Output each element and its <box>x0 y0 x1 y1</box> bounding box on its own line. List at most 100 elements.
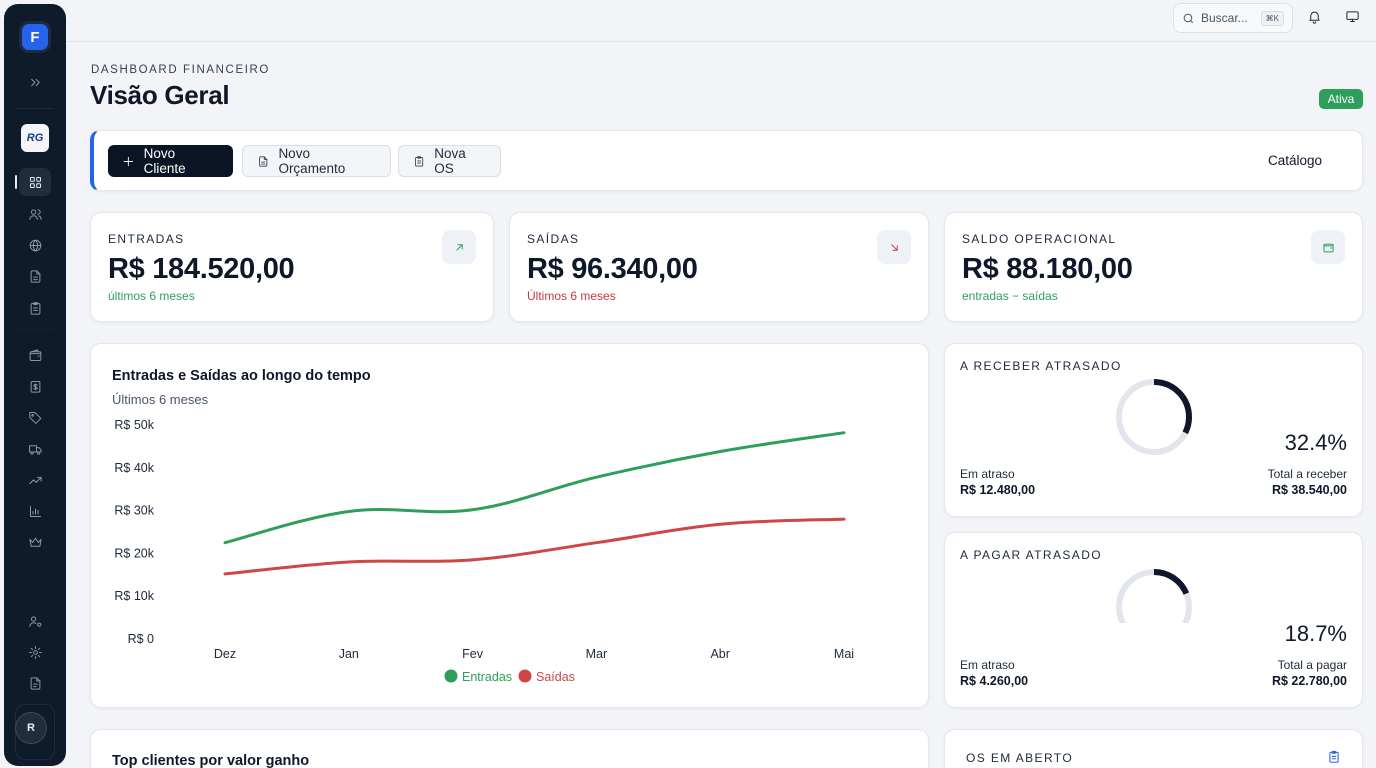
avatar[interactable]: R <box>15 712 47 744</box>
legend-item[interactable]: Saídas <box>518 669 575 685</box>
receivable-overdue-label: Em atraso <box>960 467 1015 481</box>
sidebar-item-premium[interactable] <box>19 528 51 556</box>
status-badge: Ativa <box>1319 89 1363 109</box>
open-os-card: OS EM ABERTO <box>944 729 1363 768</box>
stat-value: R$ 96.340,00 <box>527 253 698 285</box>
y-tick-label: R$ 20k <box>114 546 154 560</box>
plus-icon <box>123 156 134 166</box>
top-clients-card: Top clientes por valor ganho <box>90 729 929 768</box>
user-cog-icon <box>28 615 41 627</box>
legend-swatch <box>518 669 532 683</box>
search-input[interactable]: Buscar... ⌘K <box>1173 3 1293 33</box>
sidebar-item-wallet[interactable] <box>19 341 51 369</box>
y-tick-label: R$ 40k <box>114 461 154 475</box>
wallet-icon <box>1311 230 1345 264</box>
sidebar-item-delivery[interactable] <box>19 435 51 463</box>
search-placeholder: Buscar... <box>1201 11 1248 25</box>
receivable-label: A RECEBER ATRASADO <box>960 359 1122 373</box>
crown-icon <box>28 537 42 547</box>
stat-subtitle: entradas − saídas <box>962 289 1058 303</box>
series-line-saidas <box>223 517 846 576</box>
file-icon <box>30 269 40 283</box>
new-quote-button[interactable]: Novo Orçamento <box>242 145 391 177</box>
new-client-label: Novo Cliente <box>143 146 186 176</box>
stat-value: R$ 184.520,00 <box>108 253 295 285</box>
stat-card-saldo: SALDO OPERACIONAL R$ 88.180,00 entradas … <box>944 212 1363 322</box>
y-tick-label: R$ 10k <box>114 589 154 603</box>
expand-sidebar-button[interactable] <box>19 68 51 96</box>
avatar-initial: R <box>27 722 35 734</box>
income-expense-chart-card: Entradas e Saídas ao longo do tempo Últi… <box>90 343 929 708</box>
legend-label: Entradas <box>462 670 512 684</box>
app-logo-letter: F <box>30 28 40 46</box>
sidebar-item-dashboard[interactable] <box>19 168 51 196</box>
payable-label: A PAGAR ATRASADO <box>960 548 1102 562</box>
sidebar: F RG <box>4 4 66 766</box>
stat-label: SALDO OPERACIONAL <box>962 232 1117 246</box>
receivable-overdue-value: R$ 12.480,00 <box>960 483 1036 497</box>
display-button[interactable] <box>1345 9 1361 25</box>
company-logo[interactable]: RG <box>21 124 49 152</box>
x-tick-label: Jan <box>339 647 359 661</box>
payable-overdue-card: A PAGAR ATRASADO 18.7% Em atraso R$ 4.26… <box>944 532 1363 708</box>
legend-swatch <box>444 669 458 683</box>
stat-label: ENTRADAS <box>108 232 185 246</box>
sidebar-item-docs[interactable] <box>19 669 51 697</box>
sidebar-item-reports[interactable] <box>19 497 51 525</box>
line-chart: R$ 0 R$ 10k R$ 20k R$ 30k R$ 40k R$ 50k Dez Jan… <box>114 418 854 685</box>
page-eyebrow: DASHBOARD FINANCEIRO <box>91 64 270 76</box>
arrow-down-right-icon <box>877 230 911 264</box>
receivable-percent: 32.4% <box>1284 430 1347 455</box>
bar-chart-icon <box>29 505 41 517</box>
payable-total-value: R$ 22.780,00 <box>1271 674 1347 688</box>
receivable-donut <box>1116 379 1192 455</box>
sidebar-item-trending[interactable] <box>19 466 51 494</box>
y-tick-label: R$ 30k <box>114 504 154 518</box>
document-icon <box>30 676 40 690</box>
sidebar-item-money[interactable] <box>19 372 51 400</box>
app-logo[interactable]: F <box>22 24 48 50</box>
topbar: Buscar... ⌘K <box>66 0 1376 42</box>
x-tick-label: Mar <box>586 647 608 661</box>
stat-subtitle: Últimos 6 meses <box>527 289 616 303</box>
donut-progress <box>1116 569 1192 623</box>
chevrons-right-icon <box>30 78 40 86</box>
donut-progress <box>1116 379 1192 455</box>
active-indicator <box>15 175 17 189</box>
payable-donut <box>1116 569 1192 623</box>
notifications-button[interactable] <box>1307 9 1323 25</box>
clipboard-icon <box>1329 750 1339 763</box>
sidebar-item-tags[interactable] <box>19 403 51 431</box>
truck-icon <box>28 444 42 455</box>
sidebar-item-globe[interactable] <box>19 231 51 259</box>
new-quote-label: Novo Orçamento <box>278 146 346 176</box>
company-logo-text: RG <box>26 132 44 144</box>
y-tick-label: R$ 0 <box>128 632 154 646</box>
series-line-entradas <box>223 431 846 545</box>
receivable-total-label: Total a receber <box>1267 467 1347 481</box>
sidebar-item-user-settings[interactable] <box>19 607 51 635</box>
tag-icon <box>28 411 41 424</box>
sidebar-divider <box>16 108 54 109</box>
file-icon <box>259 155 268 167</box>
payable-overdue-value: R$ 4.260,00 <box>960 674 1029 688</box>
grid-icon <box>29 176 41 188</box>
sidebar-item-documents[interactable] <box>19 262 51 290</box>
x-tick-label: Dez <box>214 647 236 661</box>
new-os-label: Nova OS <box>434 146 466 176</box>
stat-card-entradas: ENTRADAS R$ 184.520,00 últimos 6 meses <box>90 212 494 322</box>
sidebar-item-clients[interactable] <box>19 200 51 228</box>
sidebar-item-clipboard[interactable] <box>19 294 51 322</box>
clipboard-icon <box>415 155 424 167</box>
search-icon <box>1183 13 1194 23</box>
legend-label: Saídas <box>536 670 575 684</box>
bell-icon <box>1309 11 1320 24</box>
catalog-link[interactable]: Catálogo <box>1267 153 1322 168</box>
receivable-overdue-card: A RECEBER ATRASADO 32.4% Em atraso R$ 12… <box>944 343 1363 517</box>
payable-percent: 18.7% <box>1284 621 1347 646</box>
new-os-button[interactable]: Nova OS <box>398 145 501 177</box>
sidebar-item-settings[interactable] <box>19 638 51 666</box>
legend-item[interactable]: Entradas <box>444 669 513 685</box>
new-client-button[interactable]: Novo Cliente <box>108 145 233 177</box>
users-icon <box>28 208 42 220</box>
